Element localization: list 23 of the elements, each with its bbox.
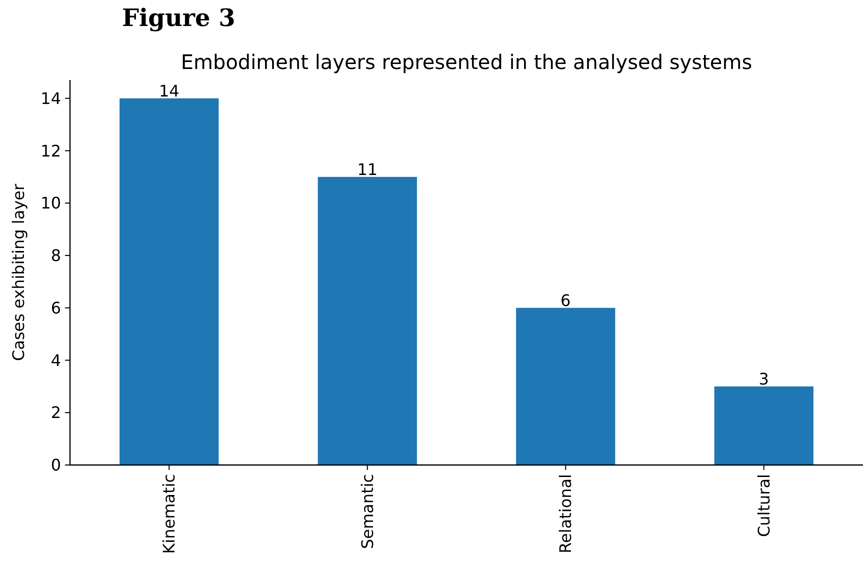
y-tick-label: 0: [50, 456, 61, 475]
y-tick-label: 4: [50, 350, 61, 370]
y-tick-label: 12: [40, 141, 61, 160]
x-tick-label: Relational: [556, 474, 576, 554]
data-label: 3: [758, 369, 769, 388]
y-tick-label: 6: [50, 298, 61, 318]
y-tick-label: 2: [50, 403, 61, 422]
y-tick-label: 14: [40, 88, 61, 108]
bar: [714, 386, 814, 465]
x-tick-label: Kinematic: [160, 474, 179, 554]
y-tick-label: 8: [50, 246, 61, 266]
x-tick-label: Cultural: [754, 474, 774, 537]
bar: [516, 308, 616, 465]
caption: Figure 3: [122, 3, 236, 32]
bar: [120, 98, 219, 465]
bar: [318, 176, 417, 465]
y-axis-title: Cases exhibiting layer: [9, 184, 28, 362]
chart-title: Embodiment layers represented in the analysed systems: [180, 50, 752, 74]
data-label: 14: [158, 81, 180, 100]
x-tick-label: Semantic: [358, 474, 377, 550]
data-label: 6: [560, 290, 571, 310]
data-label: 11: [357, 160, 378, 179]
y-tick-label: 10: [40, 194, 61, 213]
